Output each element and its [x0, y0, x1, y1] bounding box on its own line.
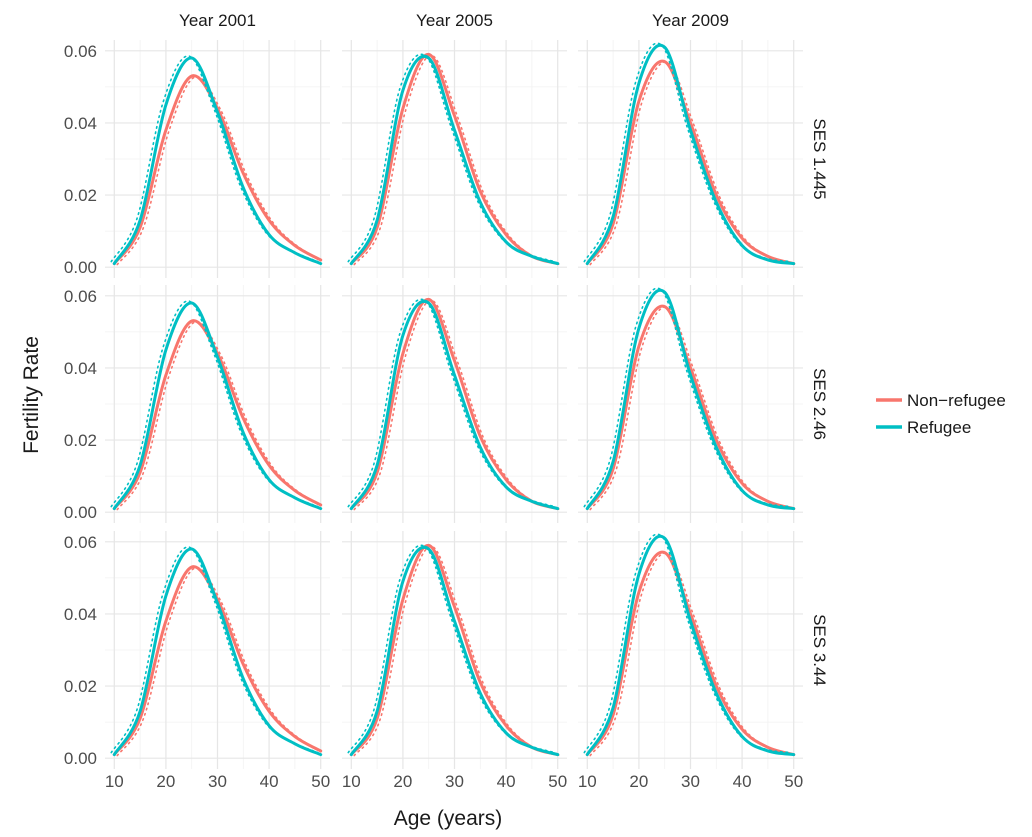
x-tick-label: 30 — [445, 772, 464, 791]
series-observed-refugee — [347, 544, 556, 754]
series-line-refugee — [585, 534, 796, 757]
legend-label-non-refugee: Non−refugee — [907, 391, 1006, 410]
facet-panel — [342, 531, 567, 769]
series-line-refugee — [585, 43, 796, 266]
y-tick-label: 0.00 — [64, 749, 97, 768]
x-tick-label: 50 — [784, 772, 803, 791]
series-observed-refugee — [347, 53, 556, 263]
x-tick-label: 30 — [681, 772, 700, 791]
x-tick-label: 50 — [548, 772, 567, 791]
row-strip-label: SES 3.44 — [810, 614, 829, 686]
y-tick-label: 0.06 — [64, 533, 97, 552]
x-tick-label: 20 — [156, 772, 175, 791]
series-observed-non-refugee — [589, 61, 798, 266]
series-observed-non-refugee — [589, 306, 798, 511]
row-strip-label: SES 1.445 — [810, 118, 829, 199]
y-tick-label: 0.04 — [64, 359, 97, 378]
series-observed-refugee — [347, 298, 556, 508]
row-strip-label: SES 2.46 — [810, 368, 829, 440]
column-strip-label: Year 2009 — [652, 11, 729, 30]
y-tick-label: 0.02 — [64, 677, 97, 696]
series-line-refugee — [112, 56, 323, 266]
facet-panel — [105, 285, 330, 523]
x-tick-label: 40 — [260, 772, 279, 791]
x-tick-label: 20 — [393, 772, 412, 791]
facet-panel — [578, 531, 803, 769]
series-line-refugee — [112, 547, 323, 757]
y-tick-label: 0.04 — [64, 605, 97, 624]
facet-panel — [105, 40, 330, 278]
y-tick-label: 0.00 — [64, 258, 97, 277]
y-tick-label: 0.02 — [64, 431, 97, 450]
series-line-refugee — [349, 545, 560, 757]
x-tick-label: 10 — [105, 772, 124, 791]
series-line-refugee — [585, 288, 796, 511]
facet-panel — [578, 285, 803, 523]
x-tick-label: 30 — [208, 772, 227, 791]
x-tick-label: 20 — [629, 772, 648, 791]
axes: 0.00 0.02 0.04 0.06 0.00 0.02 0.04 0.06 0.00 0.02… — [64, 42, 803, 791]
series-line-non-refugee — [349, 52, 560, 266]
y-axis-title: Fertility Rate — [20, 336, 43, 454]
x-tick-label: 10 — [578, 772, 597, 791]
x-tick-label: 40 — [733, 772, 752, 791]
x-tick-label: 50 — [311, 772, 330, 791]
facet-panel — [342, 285, 567, 523]
x-axis-title: Age (years) — [394, 807, 503, 830]
facet-panel — [578, 40, 803, 278]
x-tick-label: 10 — [342, 772, 361, 791]
x-tick-label: 40 — [497, 772, 516, 791]
column-strip-label: Year 2005 — [416, 11, 493, 30]
facet-panel — [105, 531, 330, 769]
series-line-refugee — [349, 54, 560, 266]
y-tick-label: 0.00 — [64, 503, 97, 522]
series-line-non-refugee — [349, 543, 560, 757]
y-tick-label: 0.06 — [64, 287, 97, 306]
series-observed-non-refugee — [589, 552, 798, 757]
y-tick-label: 0.04 — [64, 114, 97, 133]
series-line-non-refugee — [349, 297, 560, 511]
series-line-refugee — [349, 299, 560, 511]
facet-strips: Year 2001 Year 2005 Year 2009 SES 1.445 SES … — [179, 11, 829, 686]
legend-label-refugee: Refugee — [907, 418, 971, 437]
y-tick-label: 0.06 — [64, 42, 97, 61]
facet-panel — [342, 40, 567, 278]
facet-panels — [105, 40, 803, 769]
column-strip-label: Year 2001 — [179, 11, 256, 30]
legend: Non−refugee Refugee — [876, 391, 1006, 437]
series-line-refugee — [112, 301, 323, 511]
y-tick-label: 0.02 — [64, 186, 97, 205]
